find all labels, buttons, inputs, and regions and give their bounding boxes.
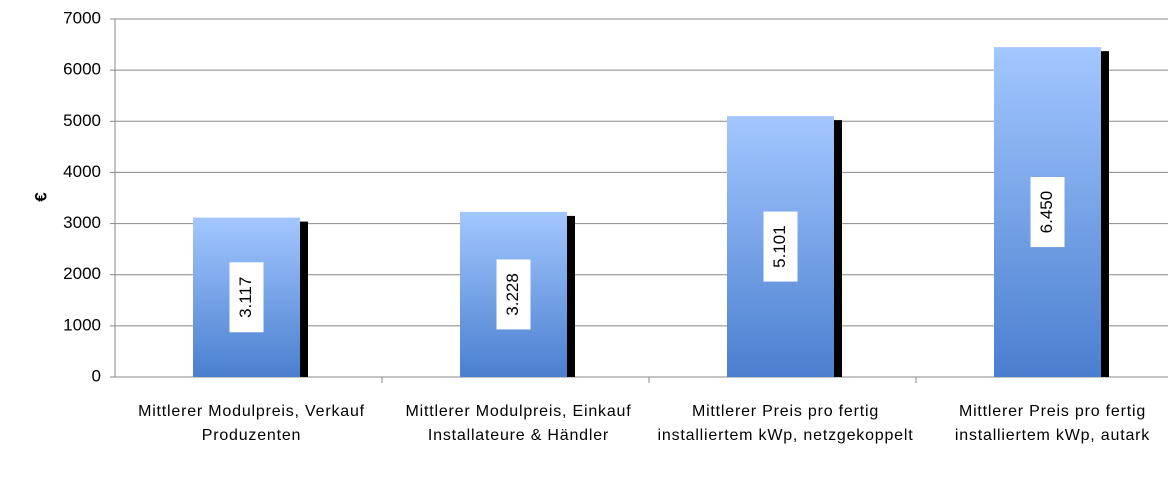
y-tick-label: 1000: [63, 315, 101, 334]
value-label: 5.101: [770, 225, 789, 268]
value-label: 3.228: [503, 273, 522, 316]
x-tick-label: Mittlerer Modulpreis, Einkauf Installate…: [405, 403, 632, 444]
value-label-box: [763, 211, 798, 282]
value-label-box: [496, 259, 531, 330]
y-tick-label: 4000: [63, 162, 101, 181]
y-tick-label: 5000: [63, 111, 101, 130]
y-tick-label: 3000: [63, 213, 101, 232]
x-tick-label: Mittlerer Modulpreis, Verkauf Produzente…: [138, 403, 365, 444]
y-tick-label: 0: [92, 366, 101, 385]
y-tick-label: 6000: [63, 60, 101, 79]
value-label: 3.117: [236, 277, 255, 318]
y-tick-label: 7000: [63, 8, 101, 27]
y-axis-title: €: [31, 192, 50, 202]
x-tick-label: Mittlerer Preis pro fertig installiertem…: [954, 403, 1151, 444]
value-label-box: [1030, 177, 1065, 248]
value-label: 6.450: [1037, 191, 1056, 234]
x-tick-label: Mittlerer Preis pro fertig installiertem…: [657, 403, 914, 444]
value-label-box: [229, 262, 264, 333]
y-tick-label: 2000: [63, 264, 101, 283]
